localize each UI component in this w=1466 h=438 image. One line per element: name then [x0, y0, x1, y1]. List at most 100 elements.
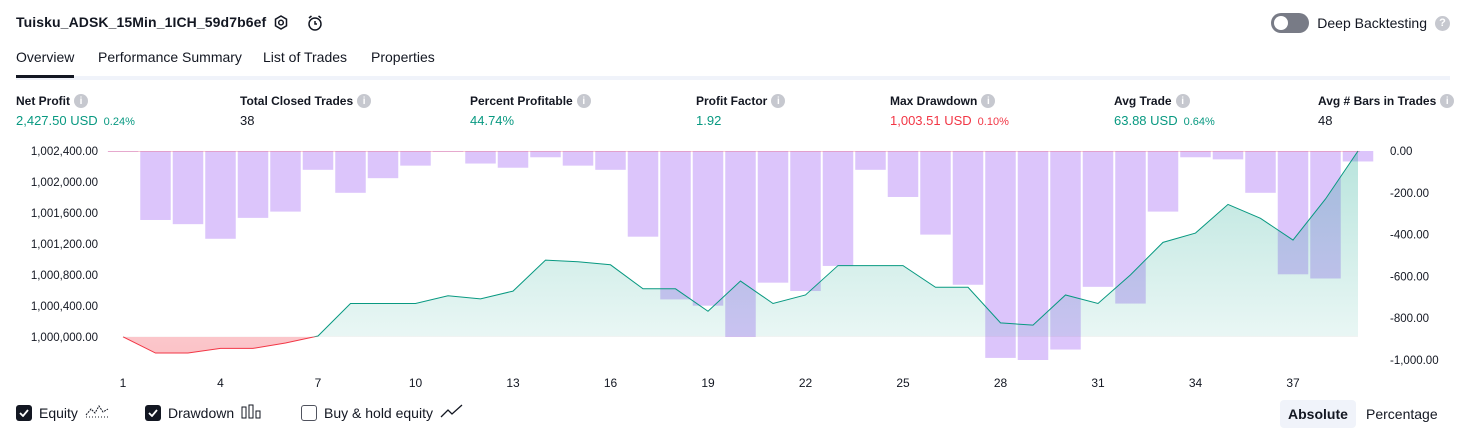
metric-label: Total Closed Trades [240, 94, 354, 108]
deep-backtesting-control: Deep Backtesting ? [1271, 13, 1450, 33]
x-axis-tick: 1 [120, 376, 127, 390]
metric-value: 44.74% [470, 113, 515, 128]
metric-label: Percent Profitable [470, 94, 573, 108]
x-axis-tick: 37 [1286, 376, 1300, 390]
drawdown-bar [627, 151, 659, 237]
left-axis-tick: 1,002,000.00 [31, 177, 98, 189]
drawdown-bar [400, 151, 431, 166]
metric-label: Avg # Bars in Trades [1318, 94, 1437, 108]
legend-equity[interactable]: Equity [16, 403, 109, 422]
equity-area-negative [123, 336, 1358, 354]
metric-label: Net Profit [16, 94, 70, 108]
tab-overview[interactable]: Overview [16, 49, 75, 78]
left-axis-tick: 1,000,400.00 [31, 301, 98, 313]
drawdown-bar [497, 151, 529, 168]
x-axis-tick: 10 [409, 376, 423, 390]
legend-label: Buy & hold equity [324, 404, 433, 421]
metric-value: 48 [1318, 113, 1333, 128]
left-axis-tick: 1,002,400.00 [31, 146, 98, 158]
tab-properties[interactable]: Properties [371, 49, 435, 65]
drawdown-bar [1180, 151, 1211, 158]
metric-percent: 0.24% [103, 116, 135, 128]
info-icon[interactable]: i [1440, 94, 1455, 108]
metric-net-profit: Net Profit i 2,427.50 USD 0.24% [16, 94, 135, 128]
x-axis-tick: 19 [701, 376, 715, 390]
drawdown-bar [562, 151, 594, 166]
equity-line [123, 150, 1359, 337]
drawdown-bar [790, 151, 821, 292]
drawdown-bar [757, 151, 789, 283]
metric-label: Profit Factor [696, 94, 768, 108]
legend-buy-hold-equity[interactable]: Buy & hold equity [301, 403, 464, 422]
x-axis-tick: 25 [896, 376, 910, 390]
equity-line-icon [85, 403, 109, 422]
drawdown-bar [1082, 151, 1114, 287]
equity-area-positive [314, 151, 1358, 337]
metric-value: 1.92 [696, 113, 722, 128]
equity-drawdown-chart: 1,002,400.00 1,002,000.00 1,001,600.00 1,00… [31, 146, 1439, 390]
right-axis-tick: 0.00 [1390, 146, 1412, 158]
drawdown-bar [855, 151, 886, 170]
percentage-toggle[interactable]: Percentage [1366, 406, 1438, 422]
drawdown-bar [172, 151, 204, 225]
x-axis-tick: 28 [994, 376, 1008, 390]
x-axis-tick: 16 [604, 376, 618, 390]
info-icon[interactable]: i [74, 94, 88, 108]
right-axis-tick: -600.00 [1390, 271, 1429, 283]
deep-backtesting-toggle[interactable] [1271, 13, 1310, 33]
drawdown-bar [465, 151, 496, 164]
drawdown-bar [887, 151, 919, 197]
drawdown-bar [270, 151, 301, 212]
tab-performance-summary[interactable]: Performance Summary [98, 49, 242, 65]
drawdown-bar [920, 151, 951, 235]
drawdown-bar [237, 151, 269, 218]
add-alert-icon[interactable] [305, 13, 325, 33]
metric-percent-profitable: Percent Profitable i 44.74% [470, 94, 591, 128]
drawdown-bar [302, 151, 334, 170]
info-icon[interactable]: i [771, 94, 786, 108]
x-axis-tick: 7 [315, 376, 322, 390]
drawdown-bar [1212, 151, 1244, 160]
metric-label: Max Drawdown [890, 94, 978, 108]
info-icon[interactable]: i [981, 94, 996, 108]
drawdown-bar [140, 151, 171, 220]
drawdown-bar [692, 151, 724, 306]
metric-value: 63.88 USD [1114, 113, 1178, 128]
metric-value: 38 [240, 113, 255, 128]
metric-max-drawdown: Max Drawdown i 1,003.51 USD 0.10% [890, 94, 1009, 128]
drawdown-bar [822, 151, 854, 266]
left-axis-tick: 1,001,600.00 [31, 208, 98, 220]
right-axis-tick: -800.00 [1390, 313, 1429, 325]
left-axis-tick: 1,001,200.00 [31, 239, 98, 251]
metric-percent: 0.64% [1183, 116, 1215, 128]
x-axis-tick: 22 [799, 376, 813, 390]
checkbox-checked-icon[interactable] [145, 404, 161, 421]
tab-list-of-trades[interactable]: List of Trades [263, 49, 348, 65]
drawdown-bar [205, 151, 236, 239]
x-axis-tick: 31 [1091, 376, 1105, 390]
metric-value: 1,003.51 USD [890, 113, 972, 128]
metric-value: 2,427.50 USD [16, 113, 98, 128]
x-axis-tick: 13 [506, 376, 520, 390]
right-axis-tick: -200.00 [1390, 188, 1429, 200]
metric-label: Avg Trade [1114, 94, 1172, 108]
x-axis-tick: 4 [217, 376, 224, 390]
drawdown-bar [1245, 151, 1276, 193]
info-icon[interactable]: i [357, 94, 372, 108]
info-icon[interactable]: i [1175, 94, 1190, 108]
drawdown-bar [367, 151, 399, 179]
drawdown-bars-icon [241, 403, 263, 422]
strategy-title: Tuisku_ADSK_15Min_1ICH_59d7b6ef [16, 14, 267, 30]
left-axis-tick: 1,000,800.00 [31, 270, 98, 282]
legend-label: Equity [39, 404, 78, 421]
metric-profit-factor: Profit Factor i 1.92 [696, 94, 786, 128]
left-axis-tick: 1,000,000.00 [31, 332, 98, 344]
absolute-toggle[interactable]: Absolute [1280, 400, 1356, 428]
info-icon[interactable]: i [576, 94, 591, 108]
legend-drawdown[interactable]: Drawdown [145, 403, 263, 422]
checkbox-checked-icon[interactable] [16, 404, 32, 421]
checkbox-unchecked-icon[interactable] [301, 404, 317, 421]
help-icon[interactable]: ? [1435, 15, 1450, 31]
settings-icon[interactable] [271, 13, 291, 33]
drawdown-bar [595, 151, 626, 170]
